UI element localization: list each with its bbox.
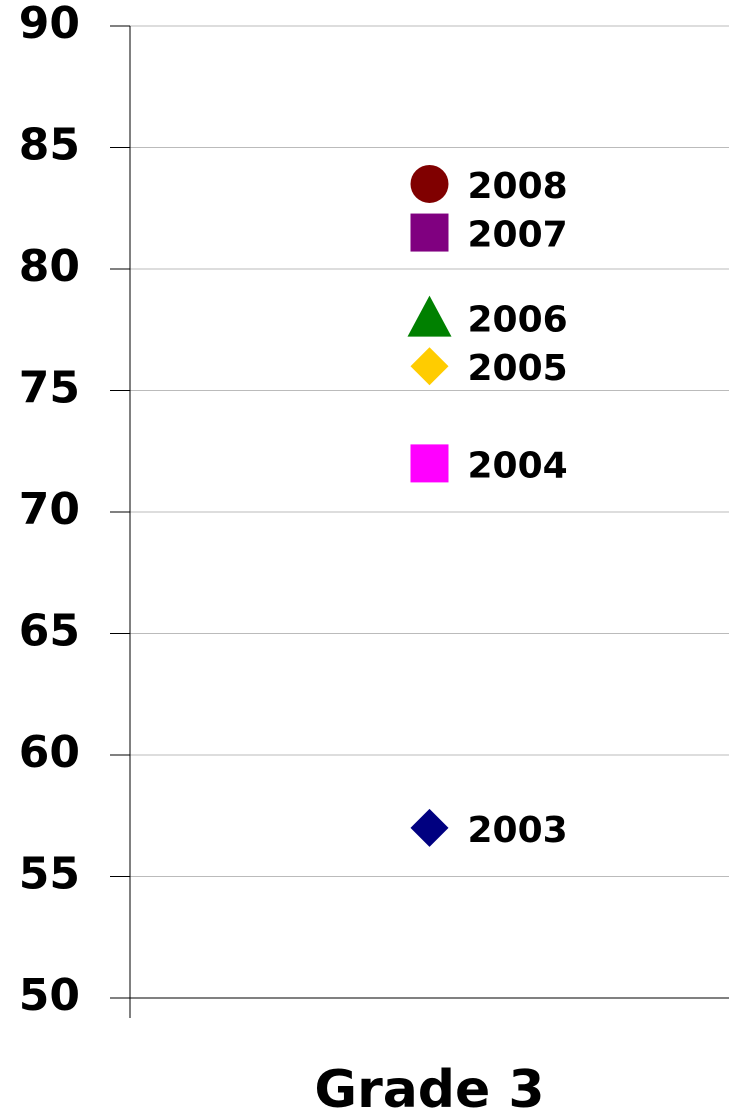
marker <box>407 295 452 337</box>
y-tick-label: 75 <box>19 363 80 414</box>
y-tick-label: 60 <box>19 727 80 778</box>
marker <box>410 164 449 203</box>
y-tick-label: 80 <box>19 241 80 292</box>
marker <box>410 808 449 847</box>
y-tick-label: 55 <box>19 849 80 900</box>
x-tick-label: Grade 3 <box>314 1060 544 1119</box>
data-label: 2003 <box>468 810 568 851</box>
y-tick-label: 90 <box>19 0 80 49</box>
y-tick-label: 85 <box>19 120 80 171</box>
data-label: 2006 <box>468 300 568 341</box>
data-label: 2008 <box>468 166 568 207</box>
marker <box>410 347 449 386</box>
data-label: 2005 <box>468 348 568 389</box>
y-tick-label: 70 <box>19 484 80 535</box>
data-label: 2004 <box>468 445 568 486</box>
marker <box>410 213 449 252</box>
marker <box>410 444 449 483</box>
y-tick-label: 65 <box>19 606 80 657</box>
y-tick-label: 50 <box>19 970 80 1021</box>
data-label: 2007 <box>468 215 568 256</box>
